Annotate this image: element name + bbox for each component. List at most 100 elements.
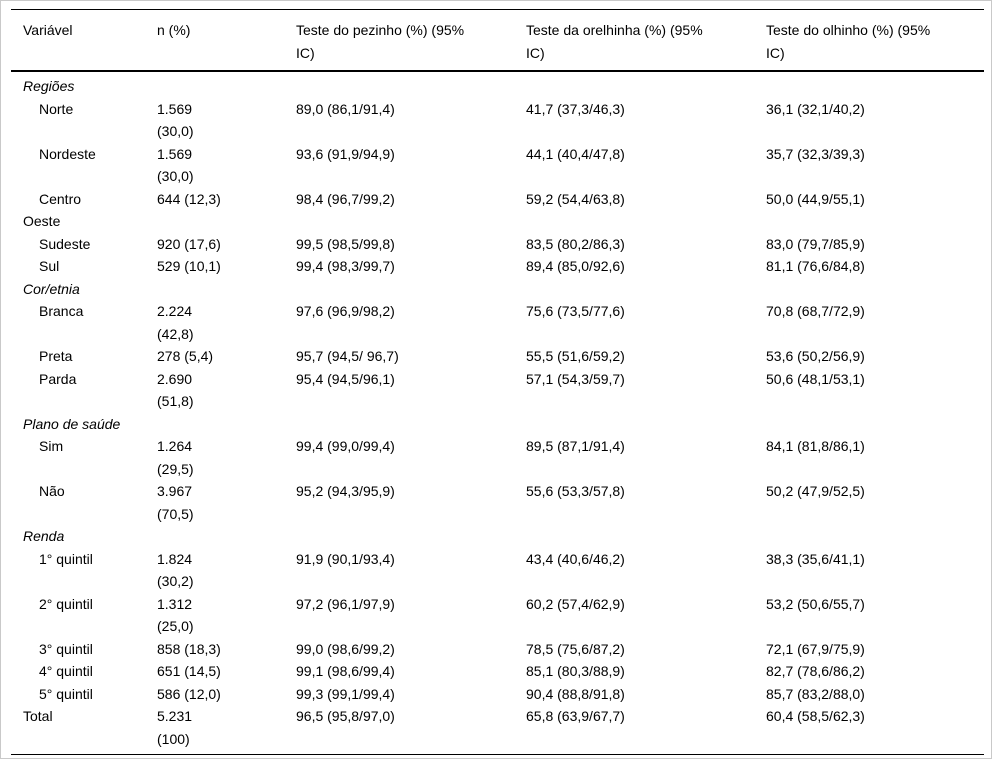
table-row: Regiões xyxy=(11,71,984,98)
table-cell: 83,0 (79,7/85,9) xyxy=(766,235,865,252)
table-cell: 72,1 (67,9/75,9) xyxy=(766,640,865,657)
table-cell: 1.824 (30,2) xyxy=(157,550,194,590)
table-row: Cor/etnia xyxy=(11,278,984,301)
row-label: Nordeste xyxy=(39,145,96,162)
table-cell: 82,7 (78,6/86,2) xyxy=(766,663,865,679)
table-cell xyxy=(145,278,284,301)
table-cell xyxy=(284,525,514,548)
table-cell: 59,2 (54,4/63,8) xyxy=(526,190,625,207)
table-cell: 35,7 (32,3/39,3) xyxy=(766,145,865,162)
table-cell: 81,1 (76,6/84,8) xyxy=(766,258,865,274)
row-label: Regiões xyxy=(23,78,75,94)
table-cell xyxy=(145,413,284,436)
table-row: 5° quintil 586 (12,0) 99,3 (99,1/99,4) 90,4… xyxy=(11,683,984,706)
table-cell: 651 (14,5) xyxy=(157,663,221,679)
table-cell xyxy=(514,71,754,98)
table-row: Parda 2.690 (51,8) 95,4 (94,5/96,1) 57,1 (5… xyxy=(11,368,984,413)
row-label: Sim xyxy=(39,438,64,454)
row-label: Total xyxy=(23,708,53,724)
table-cell xyxy=(514,413,754,436)
table-cell: 586 (12,0) xyxy=(157,685,221,702)
table-row: 4° quintil 651 (14,5) 99,1 (98,6/99,4) 85,1… xyxy=(11,660,984,683)
table-cell: 98,4 (96,7/99,2) xyxy=(296,190,395,207)
row-label: Centro Oeste xyxy=(23,190,82,230)
table-cell: 1.569 (30,0) xyxy=(157,100,194,140)
table-cell: 1.569 (30,0) xyxy=(157,145,194,185)
table-cell: 99,5 (98,5/99,8) xyxy=(296,235,395,252)
table-header: Variável n (%) Teste do pezinho (%) (95%… xyxy=(11,9,984,72)
row-label: Preta xyxy=(39,348,73,364)
table-row: Preta 278 (5,4) 95,7 (94,5/ 96,7) 55,5 (51,… xyxy=(11,345,984,368)
table-cell: 99,1 (98,6/99,4) xyxy=(296,663,395,679)
table-cell xyxy=(754,525,984,548)
table-row: Norte 1.569 (30,0) 89,0 (86,1/91,4) 41,7 (3… xyxy=(11,98,984,143)
table-cell: 53,6 (50,2/56,9) xyxy=(766,348,865,364)
table-cell: 90,4 (88,8/91,8) xyxy=(526,685,625,702)
row-label: 4° quintil xyxy=(39,663,93,679)
table-cell: 50,2 (47,9/52,5) xyxy=(766,483,865,499)
column-header-variavel: Variável xyxy=(11,9,145,72)
table-cell: 83,5 (80,2/86,3) xyxy=(526,235,625,252)
table-cell: 99,4 (99,0/99,4) xyxy=(296,438,395,454)
table-cell: 85,7 (83,2/88,0) xyxy=(766,685,865,702)
table-cell: 99,3 (99,1/99,4) xyxy=(296,685,395,702)
table-cell: 85,1 (80,3/88,9) xyxy=(526,663,625,679)
table-cell xyxy=(754,413,984,436)
table-row: Centro Oeste 644 (12,3) 98,4 (96,7/99,2) 59… xyxy=(11,188,984,233)
table-row: Branca 2.224 (42,8) 97,6 (96,9/98,2) 75,6 (… xyxy=(11,300,984,345)
table-cell: 91,9 (90,1/93,4) xyxy=(296,550,395,567)
row-label: Branca xyxy=(39,303,84,319)
table-cell: 97,2 (96,1/97,9) xyxy=(296,595,395,612)
table-cell: 89,0 (86,1/91,4) xyxy=(296,100,395,117)
row-label: Não xyxy=(39,483,65,499)
table-row: 3° quintil 858 (18,3) 99,0 (98,6/99,2) 78,5… xyxy=(11,638,984,661)
table-cell xyxy=(284,413,514,436)
row-label: Renda xyxy=(23,528,65,544)
table-cell: 1.312 (25,0) xyxy=(157,595,194,635)
table-row: Nordeste 1.569 (30,0) 93,6 (91,9/94,9) 44,1… xyxy=(11,143,984,188)
table-cell: 920 (17,6) xyxy=(157,235,221,252)
table-cell: 57,1 (54,3/59,7) xyxy=(526,370,625,387)
table-row: Sul 529 (10,1) 99,4 (98,3/99,7) 89,4 (85,0/… xyxy=(11,255,984,278)
table-row: Plano de saúde xyxy=(11,413,984,436)
table-cell: 50,0 (44,9/55,1) xyxy=(766,190,865,207)
table-cell: 53,2 (50,6/55,7) xyxy=(766,595,865,612)
table-cell: 60,4 (58,5/62,3) xyxy=(766,708,865,724)
row-label: Norte xyxy=(39,100,74,117)
column-header-olhinho: Teste do olhinho (%) (95% IC) xyxy=(754,9,984,72)
table-row: Sim 1.264 (29,5) 99,4 (99,0/99,4) 89,5 (87,… xyxy=(11,435,984,480)
row-label: Sul xyxy=(39,258,60,274)
row-label: 5° quintil xyxy=(39,685,93,702)
table-cell: 1.264 (29,5) xyxy=(157,438,194,477)
table-cell: 2.690 (51,8) xyxy=(157,370,194,410)
table-cell: 78,5 (75,6/87,2) xyxy=(526,640,625,657)
table-body: Regiões Norte 1.569 (30,0) 89,0 (86,1/91,4)… xyxy=(11,71,984,755)
table-cell: 65,8 (63,9/67,7) xyxy=(526,708,625,724)
column-header-pezinho: Teste do pezinho (%) (95% IC) xyxy=(284,9,514,72)
table-cell: 278 (5,4) xyxy=(157,348,214,364)
table-row: Renda xyxy=(11,525,984,548)
row-label: Parda xyxy=(39,370,77,387)
table-cell: 5.231 (100) xyxy=(157,708,193,747)
table-cell xyxy=(514,278,754,301)
table-cell: 95,2 (94,3/95,9) xyxy=(296,483,395,499)
table-header-row: Variável n (%) Teste do pezinho (%) (95%… xyxy=(11,9,984,72)
row-label: 1° quintil xyxy=(39,550,93,567)
table-cell: 95,7 (94,5/ 96,7) xyxy=(296,348,399,364)
row-label: 3° quintil xyxy=(39,640,93,657)
table-cell: 89,5 (87,1/91,4) xyxy=(526,438,625,454)
screening-coverage-table: Variável n (%) Teste do pezinho (%) (95%… xyxy=(11,9,984,755)
table-cell: 55,5 (51,6/59,2) xyxy=(526,348,625,364)
table-cell: 84,1 (81,8/86,1) xyxy=(766,438,865,454)
column-header-orelhinha: Teste da orelhinha (%) (95% IC) xyxy=(514,9,754,72)
table-cell xyxy=(284,71,514,98)
table-cell: 3.967 (70,5) xyxy=(157,483,194,522)
row-label: Cor/etnia xyxy=(23,280,80,297)
table-cell: 99,4 (98,3/99,7) xyxy=(296,258,395,274)
table-cell: 89,4 (85,0/92,6) xyxy=(526,258,625,274)
table-row: Sudeste 920 (17,6) 99,5 (98,5/99,8) 83,5 (8… xyxy=(11,233,984,256)
table-cell xyxy=(754,278,984,301)
table-cell: 95,4 (94,5/96,1) xyxy=(296,370,395,387)
table-cell: 50,6 (48,1/53,1) xyxy=(766,370,865,387)
